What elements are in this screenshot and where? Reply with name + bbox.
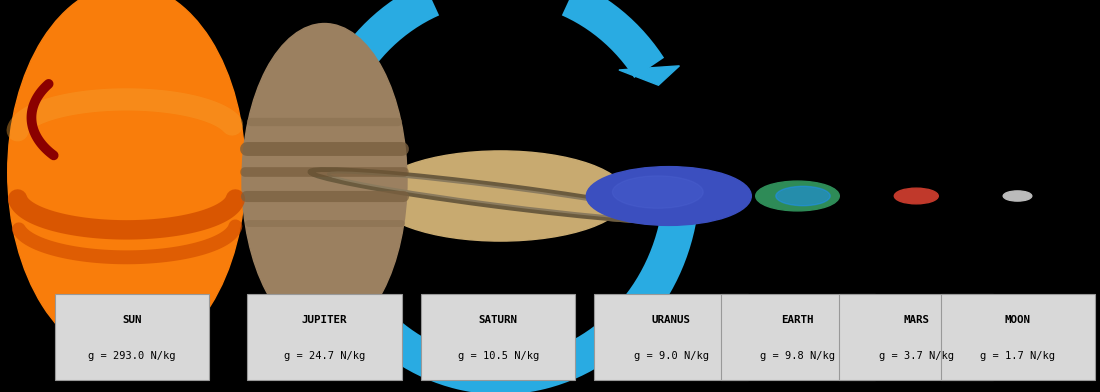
FancyBboxPatch shape [940, 294, 1094, 380]
FancyBboxPatch shape [839, 294, 993, 380]
Text: SATURN: SATURN [478, 315, 518, 325]
Text: g = 10.5 N/kg: g = 10.5 N/kg [458, 351, 539, 361]
FancyBboxPatch shape [248, 294, 402, 380]
Polygon shape [647, 197, 712, 215]
Circle shape [894, 188, 938, 204]
Circle shape [586, 167, 751, 225]
Circle shape [1003, 191, 1032, 201]
Text: g = 1.7 N/kg: g = 1.7 N/kg [980, 351, 1055, 361]
Circle shape [756, 181, 839, 211]
Text: g = 24.7 N/kg: g = 24.7 N/kg [284, 351, 365, 361]
FancyBboxPatch shape [720, 294, 874, 380]
Text: EARTH: EARTH [781, 315, 814, 325]
Text: g = 3.7 N/kg: g = 3.7 N/kg [879, 351, 954, 361]
Text: g = 9.0 N/kg: g = 9.0 N/kg [634, 351, 708, 361]
Text: JUPITER: JUPITER [301, 315, 348, 325]
FancyBboxPatch shape [594, 294, 748, 380]
Text: SUN: SUN [122, 315, 142, 325]
Circle shape [776, 186, 830, 206]
Circle shape [613, 176, 703, 208]
Text: URANUS: URANUS [651, 315, 691, 325]
Ellipse shape [242, 24, 407, 337]
FancyBboxPatch shape [421, 294, 575, 380]
Text: MOON: MOON [1004, 315, 1031, 325]
FancyBboxPatch shape [55, 294, 209, 380]
Text: MARS: MARS [903, 315, 929, 325]
Polygon shape [619, 66, 680, 85]
Text: g = 9.8 N/kg: g = 9.8 N/kg [760, 351, 835, 361]
Ellipse shape [8, 0, 245, 361]
Text: g = 293.0 N/kg: g = 293.0 N/kg [88, 351, 176, 361]
Circle shape [374, 151, 627, 241]
